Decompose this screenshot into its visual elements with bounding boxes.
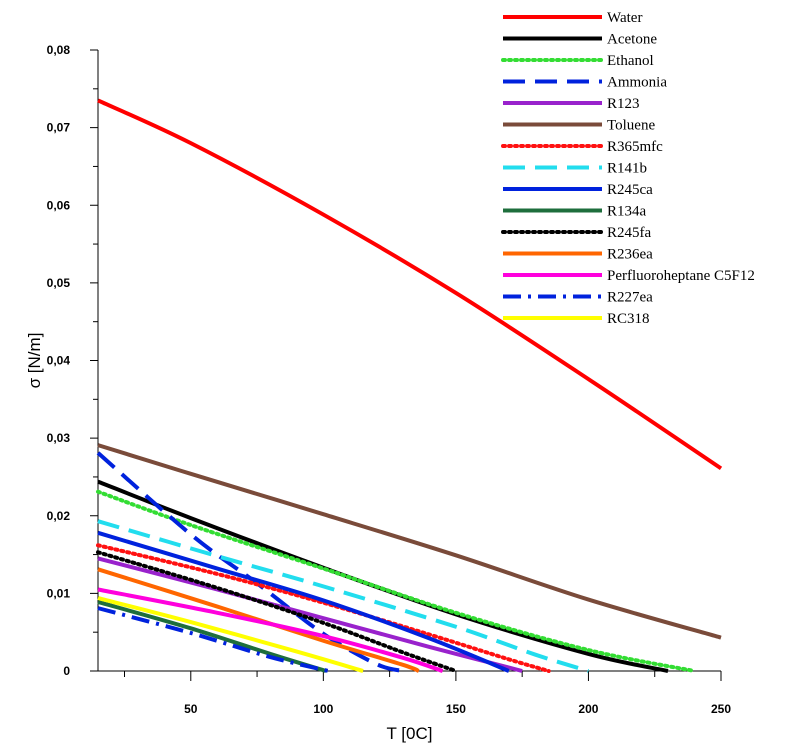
legend-label-water: Water [607, 10, 642, 26]
legend-label-r141b: R141b [607, 161, 647, 177]
y-tick-label: 0,05 [47, 276, 71, 290]
y-tick-label: 0,03 [47, 431, 71, 445]
series-line-r236ea [97, 567, 420, 673]
x-axis-title: T [0C] [387, 724, 433, 743]
y-tick-label: 0,07 [47, 121, 71, 135]
legend-label-ammonia: Ammonia [607, 75, 667, 91]
y-tick-label: 0,04 [47, 354, 71, 368]
axes: 0 0,01 0,02 0,03 0,04 0,05 0,06 0,07 0,08 50 100 15… [47, 43, 732, 716]
x-tick-label: 100 [313, 702, 333, 716]
series-line-r134a [97, 599, 327, 673]
series-line-ethanol [96, 489, 697, 673]
legend: Water Acetone Ethanol Ammonia R123 Toluene R36… [501, 10, 755, 327]
y-tick-label: 0 [63, 664, 70, 678]
series-line-water [97, 98, 723, 471]
y-tick-label: 0,01 [47, 586, 71, 600]
legend-label-r123: R123 [607, 96, 640, 112]
legend-label-acetone: Acetone [607, 32, 657, 48]
legend-label-r236ea: R236ea [607, 247, 653, 263]
legend-label-r245ca: R245ca [607, 182, 653, 198]
series-layer [96, 98, 723, 673]
legend-label-r134a: R134a [607, 204, 647, 220]
series-line-r245fa [96, 550, 458, 673]
x-tick-label: 50 [184, 702, 198, 716]
series-line-toluene [97, 443, 722, 640]
legend-label-perfluoroheptane-c5f12: Perfluoroheptane C5F12 [607, 268, 755, 284]
x-tick-label: 200 [578, 702, 598, 716]
legend-label-r245fa: R245fa [607, 225, 652, 241]
series-line-r245ca [97, 530, 510, 673]
x-tick-label: 250 [711, 702, 731, 716]
y-axis-title: σ [N/m] [25, 333, 44, 389]
legend-label-r227ea: R227ea [607, 290, 653, 306]
series-line-r141b [97, 519, 590, 673]
y-tick-label: 0,08 [47, 43, 71, 57]
legend-label-rc318: RC318 [607, 311, 650, 327]
legend-label-r365mfc: R365mfc [607, 139, 663, 155]
series-line-r227ea [97, 606, 330, 673]
x-tick-label: 150 [446, 702, 466, 716]
series-line-perfluoroheptane-c5f12 [97, 587, 444, 673]
y-tick-label: 0,02 [47, 509, 71, 523]
legend-label-ethanol: Ethanol [607, 53, 654, 69]
y-tick-label: 0,06 [47, 198, 71, 212]
series-line-r123 [97, 556, 523, 673]
series-line-rc318 [97, 596, 364, 673]
legend-label-toluene: Toluene [607, 118, 655, 134]
